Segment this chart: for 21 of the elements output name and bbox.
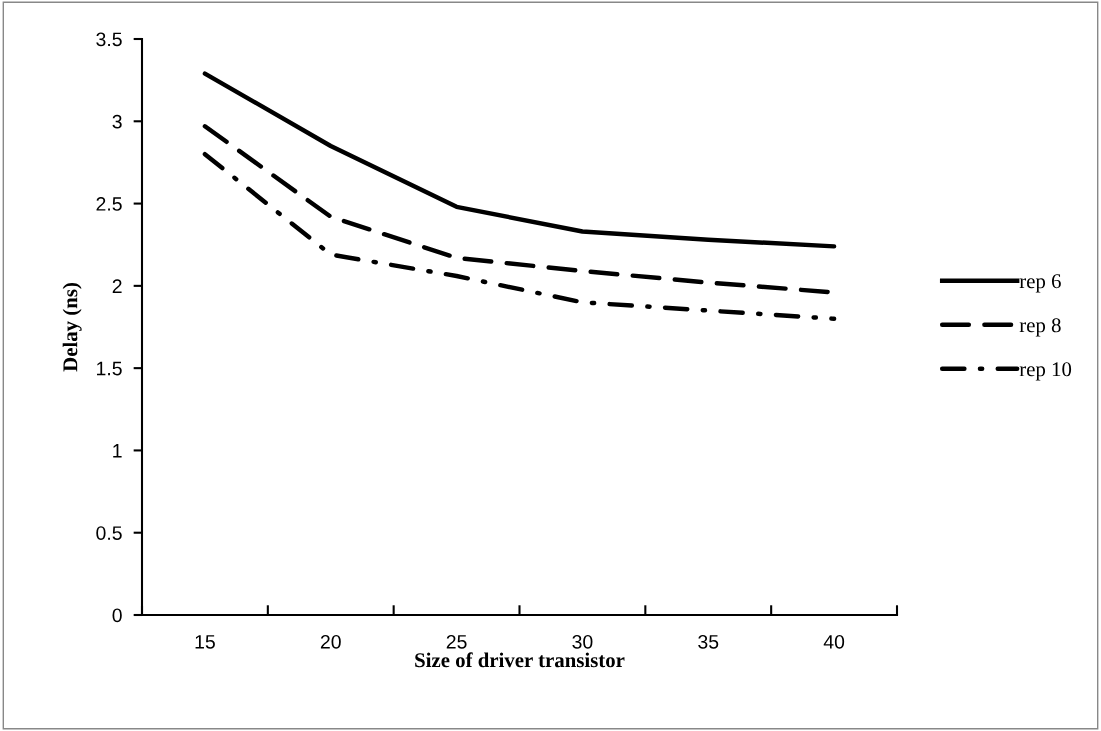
line-series [202, 71, 837, 249]
x-axis-title: Size of driver transistor [415, 652, 625, 668]
y-tick-label: 3.5 [96, 32, 122, 47]
y-tick-label: 3 [112, 114, 122, 129]
x-tick-label: 25 [446, 634, 467, 649]
y-tick-label: 2 [112, 279, 122, 293]
y-tick-label: 1 [113, 444, 122, 458]
x-tick-label: 35 [698, 634, 719, 649]
y-tick-label: 1.5 [97, 361, 122, 376]
legend-label: rep 6 [1019, 274, 1061, 293]
y-tick-label: 0.5 [96, 526, 122, 540]
y-axis-title: Delay (ns) [62, 283, 82, 372]
legend-label: rep 8 [1019, 318, 1061, 337]
x-tick-label: 30 [572, 634, 593, 649]
legend-label: rep 10 [1019, 362, 1072, 381]
x-tick-label: 40 [823, 634, 845, 649]
y-tick-label: 2.5 [96, 197, 122, 211]
y-tick-label: 0 [112, 608, 122, 623]
line-series [202, 151, 837, 321]
x-tick-label: 20 [320, 634, 341, 649]
x-tick-label: 15 [195, 635, 215, 649]
